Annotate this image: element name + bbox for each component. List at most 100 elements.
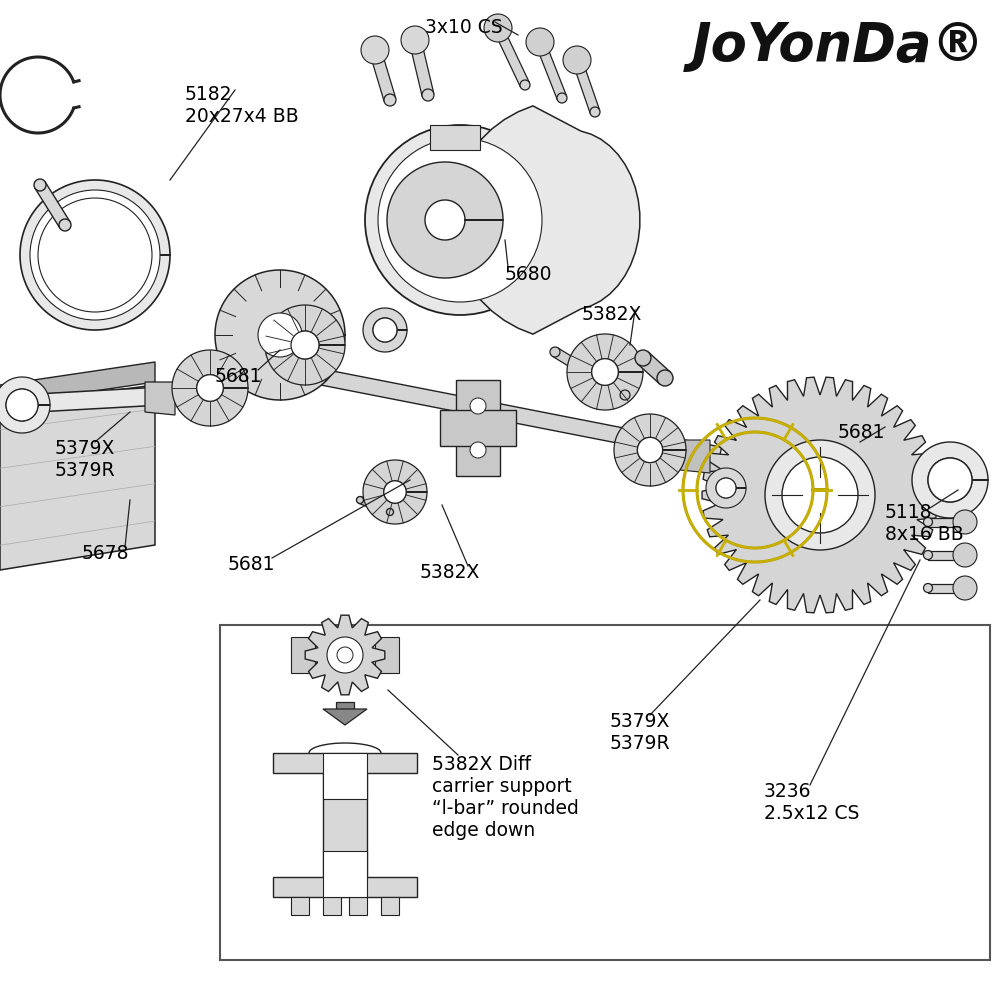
Polygon shape — [323, 851, 367, 897]
Polygon shape — [323, 773, 367, 877]
Polygon shape — [614, 414, 686, 486]
Polygon shape — [291, 897, 309, 915]
Circle shape — [953, 543, 977, 567]
Circle shape — [422, 89, 434, 101]
Polygon shape — [0, 385, 155, 570]
Circle shape — [953, 576, 977, 600]
Polygon shape — [369, 48, 396, 102]
Polygon shape — [456, 380, 500, 476]
Polygon shape — [215, 270, 345, 400]
Polygon shape — [450, 106, 640, 334]
Text: 5382X Diff
carrier support
“l-bar” rounded
edge down: 5382X Diff carrier support “l-bar” round… — [432, 755, 579, 840]
Polygon shape — [440, 410, 516, 446]
Circle shape — [953, 510, 977, 534]
Text: 3236
2.5x12 CS: 3236 2.5x12 CS — [764, 782, 859, 823]
Polygon shape — [409, 39, 434, 96]
Polygon shape — [381, 897, 399, 915]
Circle shape — [526, 28, 554, 56]
Circle shape — [378, 138, 542, 302]
Polygon shape — [291, 637, 315, 673]
Polygon shape — [928, 550, 965, 560]
Circle shape — [620, 390, 630, 400]
Circle shape — [409, 34, 421, 46]
Circle shape — [470, 442, 486, 458]
Polygon shape — [928, 584, 965, 592]
Polygon shape — [493, 26, 530, 87]
Text: JoYonDa®: JoYonDa® — [692, 20, 985, 72]
Circle shape — [327, 637, 363, 673]
Circle shape — [924, 550, 932, 560]
Text: 5118
8x16 BB: 5118 8x16 BB — [885, 503, 964, 544]
Polygon shape — [430, 125, 480, 150]
Text: 3x10 CS: 3x10 CS — [425, 18, 503, 37]
Circle shape — [557, 93, 567, 103]
Circle shape — [369, 44, 381, 56]
Polygon shape — [305, 615, 385, 695]
Polygon shape — [387, 162, 503, 278]
Polygon shape — [567, 334, 643, 410]
Polygon shape — [336, 702, 354, 711]
Circle shape — [782, 457, 858, 533]
Polygon shape — [0, 386, 180, 414]
Circle shape — [384, 94, 396, 106]
Circle shape — [361, 36, 389, 64]
Text: 5681: 5681 — [838, 423, 886, 442]
Polygon shape — [363, 460, 427, 524]
Circle shape — [38, 198, 152, 312]
Circle shape — [384, 481, 406, 503]
Circle shape — [590, 107, 600, 117]
Circle shape — [592, 359, 618, 385]
Circle shape — [716, 478, 736, 498]
Polygon shape — [702, 377, 938, 613]
Circle shape — [563, 46, 591, 74]
Circle shape — [258, 313, 302, 357]
Circle shape — [493, 23, 503, 33]
Circle shape — [535, 37, 545, 47]
Polygon shape — [359, 497, 391, 515]
Circle shape — [373, 318, 397, 342]
Circle shape — [470, 398, 486, 414]
Circle shape — [484, 14, 512, 42]
Circle shape — [337, 647, 353, 663]
Polygon shape — [629, 447, 801, 483]
Circle shape — [550, 347, 560, 357]
Text: 5681: 5681 — [215, 367, 262, 386]
Polygon shape — [323, 709, 367, 725]
Circle shape — [291, 331, 319, 359]
Polygon shape — [928, 518, 965, 526]
Circle shape — [960, 518, 970, 526]
Bar — [220, 625, 990, 960]
Polygon shape — [572, 58, 600, 114]
Polygon shape — [323, 897, 341, 915]
Polygon shape — [912, 442, 988, 518]
Polygon shape — [363, 308, 407, 352]
Circle shape — [356, 496, 364, 504]
Circle shape — [924, 584, 932, 592]
Circle shape — [572, 55, 582, 65]
Polygon shape — [35, 182, 70, 228]
Polygon shape — [145, 382, 175, 415]
Polygon shape — [0, 377, 50, 433]
Text: 5680: 5680 — [505, 265, 552, 284]
Text: 5678: 5678 — [82, 544, 130, 563]
Circle shape — [401, 26, 429, 54]
Circle shape — [59, 219, 71, 231]
Text: 5379X
5379R: 5379X 5379R — [55, 439, 116, 480]
Polygon shape — [375, 637, 399, 673]
Circle shape — [386, 508, 394, 516]
Text: 5382X: 5382X — [420, 563, 480, 582]
Polygon shape — [552, 348, 628, 399]
Polygon shape — [20, 180, 170, 330]
Polygon shape — [323, 753, 367, 799]
Text: 5382X: 5382X — [582, 305, 642, 324]
Polygon shape — [265, 305, 345, 385]
Text: 5681: 5681 — [228, 555, 276, 574]
Circle shape — [765, 440, 875, 550]
Text: 5379X
5379R: 5379X 5379R — [610, 712, 671, 753]
Text: 5182
20x27x4 BB: 5182 20x27x4 BB — [185, 85, 299, 126]
Circle shape — [960, 584, 970, 592]
Polygon shape — [172, 350, 248, 426]
Polygon shape — [535, 40, 567, 100]
Circle shape — [365, 125, 555, 315]
Circle shape — [635, 350, 651, 366]
